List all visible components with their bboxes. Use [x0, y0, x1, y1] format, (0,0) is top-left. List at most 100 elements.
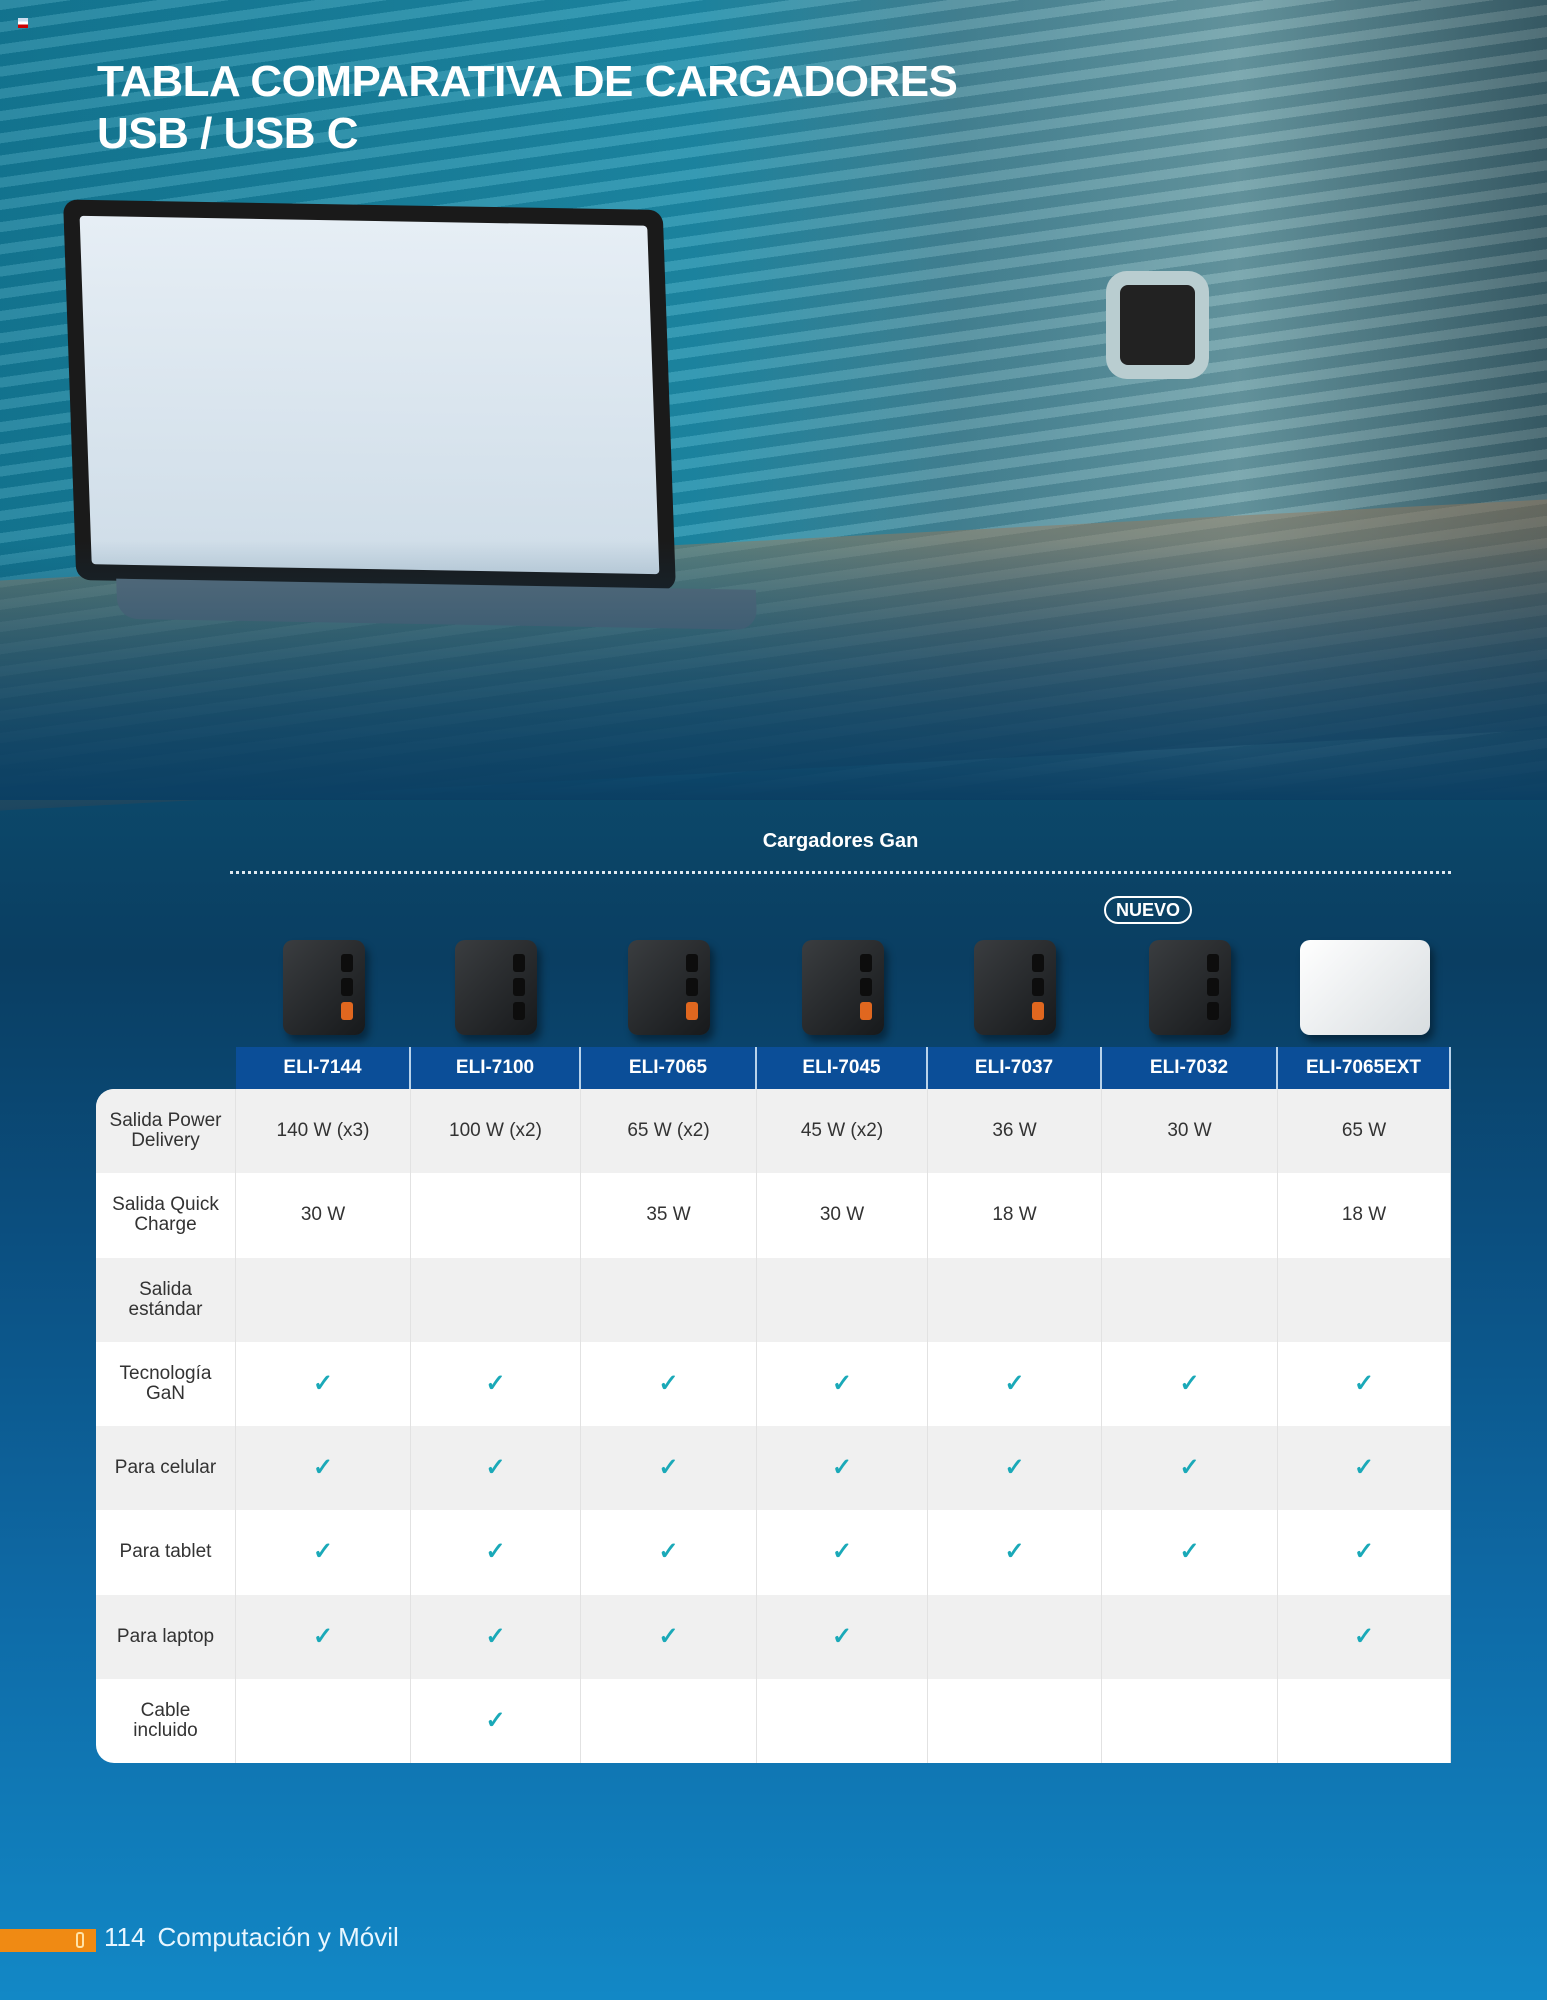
table-cell [236, 1678, 411, 1763]
brand-logo-icon [18, 18, 28, 28]
check-icon: ✓ [1102, 1426, 1278, 1511]
column-header: ELI-7100 [411, 1047, 581, 1089]
table-row: Salida Quick Charge 30 W 35 W 30 W 18 W 18 W [96, 1173, 1451, 1258]
section-title: Cargadores Gan [762, 830, 919, 852]
check-icon: ✓ [411, 1341, 581, 1426]
table-cell: 65 W [1278, 1089, 1451, 1174]
check-icon: ✓ [581, 1341, 757, 1426]
table-cell: 35 W [581, 1173, 757, 1258]
table-cell [928, 1594, 1102, 1679]
check-icon: ✓ [236, 1594, 411, 1679]
check-icon: ✓ [581, 1594, 757, 1679]
product-image [1102, 925, 1278, 1035]
table-cell: 30 W [236, 1173, 411, 1258]
table-cell: 30 W [757, 1173, 928, 1258]
row-label: Para celular [96, 1426, 236, 1511]
table-row: Para laptop ✓ ✓ ✓ ✓ ✓ [96, 1594, 1451, 1679]
footer-accent-bar [0, 1929, 96, 1952]
table-cell [581, 1678, 757, 1763]
table-cell [757, 1257, 928, 1342]
title-line-2: USB / USB C [97, 109, 358, 158]
product-image [411, 925, 581, 1035]
row-label: Salida Quick Charge [96, 1173, 236, 1258]
check-icon: ✓ [928, 1510, 1102, 1595]
product-image [236, 925, 411, 1035]
title-line-1: TABLA COMPARATIVA DE CARGADORES [97, 57, 958, 106]
wall-charger-image [1120, 285, 1195, 365]
table-cell [1102, 1173, 1278, 1258]
check-icon: ✓ [757, 1426, 928, 1511]
table-row: Salida Power Delivery 140 W (x3) 100 W (x2… [96, 1089, 1451, 1174]
check-icon: ✓ [236, 1510, 411, 1595]
table-cell: 100 W (x2) [411, 1089, 581, 1174]
check-icon: ✓ [236, 1341, 411, 1426]
table-cell [928, 1257, 1102, 1342]
footer: 114 Computación y Móvil [104, 1922, 399, 1953]
table-cell: 45 W (x2) [757, 1089, 928, 1174]
table-cell [236, 1257, 411, 1342]
product-image [1278, 925, 1451, 1035]
check-icon: ✓ [1278, 1426, 1451, 1511]
table-row: Para celular ✓ ✓ ✓ ✓ ✓ ✓ ✓ [96, 1426, 1451, 1511]
product-image [581, 925, 757, 1035]
check-icon: ✓ [757, 1341, 928, 1426]
column-header: ELI-7032 [1102, 1047, 1278, 1089]
table-cell: 36 W [928, 1089, 1102, 1174]
table-row: Para tablet ✓ ✓ ✓ ✓ ✓ ✓ ✓ [96, 1510, 1451, 1595]
new-badge: NUEVO [1104, 896, 1192, 924]
table-cell: 65 W (x2) [581, 1089, 757, 1174]
check-icon: ✓ [411, 1594, 581, 1679]
row-label: Para laptop [96, 1594, 236, 1679]
check-icon: ✓ [236, 1426, 411, 1511]
table-cell [1102, 1594, 1278, 1679]
check-icon: ✓ [1278, 1510, 1451, 1595]
row-label: Cable incluido [96, 1678, 236, 1763]
usb-drive-icon [76, 1932, 84, 1948]
page-title: TABLA COMPARATIVA DE CARGADORES USB / US… [97, 56, 958, 160]
table-cell: 18 W [1278, 1173, 1451, 1258]
check-icon: ✓ [928, 1426, 1102, 1511]
row-label: Tecnología GaN [96, 1341, 236, 1426]
check-icon: ✓ [581, 1426, 757, 1511]
table-cell [1102, 1678, 1278, 1763]
check-icon: ✓ [1278, 1594, 1451, 1679]
table-cell [1102, 1257, 1278, 1342]
table-cell: 30 W [1102, 1089, 1278, 1174]
table-cell [581, 1257, 757, 1342]
column-header: ELI-7065EXT [1278, 1047, 1451, 1089]
table-cell: 140 W (x3) [236, 1089, 411, 1174]
check-icon: ✓ [928, 1341, 1102, 1426]
product-image [928, 925, 1102, 1035]
column-header: ELI-7045 [757, 1047, 928, 1089]
row-label: Para tablet [96, 1510, 236, 1595]
table-cell [1278, 1257, 1451, 1342]
check-icon: ✓ [411, 1678, 581, 1763]
row-label: Salida estándar [96, 1257, 236, 1342]
column-header: ELI-7144 [236, 1047, 411, 1089]
product-image [757, 925, 928, 1035]
table-cell [757, 1678, 928, 1763]
section-name: Computación y Móvil [157, 1922, 399, 1952]
table-row: Cable incluido ✓ [96, 1678, 1451, 1763]
table-cell [1278, 1678, 1451, 1763]
check-icon: ✓ [1102, 1341, 1278, 1426]
page-number: 114 [104, 1922, 146, 1952]
table-cell [411, 1257, 581, 1342]
table-cell: 18 W [928, 1173, 1102, 1258]
table-row: Tecnología GaN ✓ ✓ ✓ ✓ ✓ ✓ ✓ [96, 1341, 1451, 1426]
check-icon: ✓ [581, 1510, 757, 1595]
table-cell [928, 1678, 1102, 1763]
column-header: ELI-7037 [928, 1047, 1102, 1089]
check-icon: ✓ [411, 1426, 581, 1511]
row-label: Salida Power Delivery [96, 1089, 236, 1174]
laptop-image [63, 199, 758, 630]
check-icon: ✓ [757, 1594, 928, 1679]
check-icon: ✓ [1278, 1341, 1451, 1426]
check-icon: ✓ [757, 1510, 928, 1595]
check-icon: ✓ [411, 1510, 581, 1595]
hero-photo [0, 0, 1547, 811]
desk [0, 499, 1547, 811]
table-cell [411, 1173, 581, 1258]
check-icon: ✓ [1102, 1510, 1278, 1595]
table-row: Salida estándar [96, 1257, 1451, 1342]
